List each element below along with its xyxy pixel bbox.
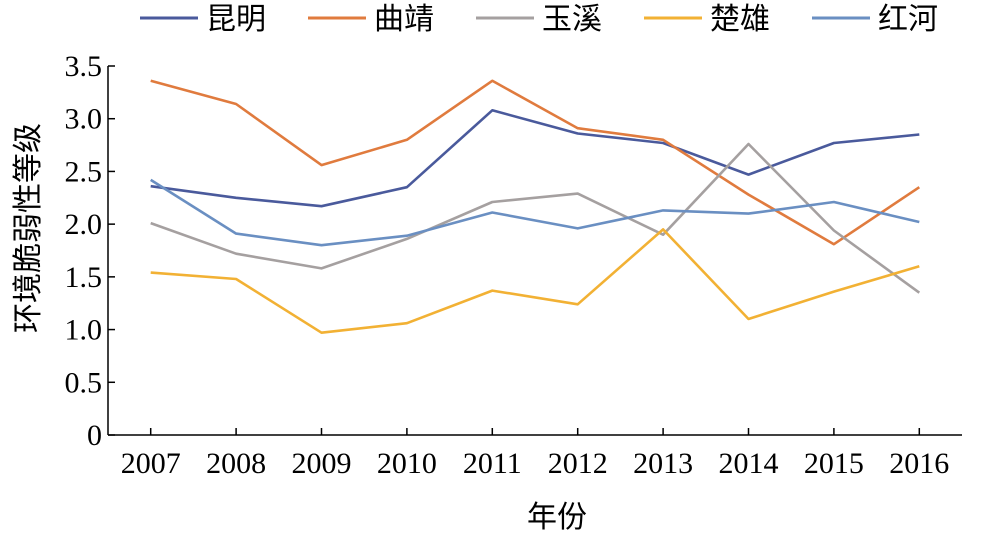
legend-label: 曲靖 xyxy=(374,2,434,37)
x-axis: 2007 2008 2009 2010 2011 2012 2013 2014 2015 2016 xyxy=(108,428,962,480)
y-tick-label: 3.5 xyxy=(65,50,103,83)
x-tick-label: 2007 xyxy=(121,447,181,480)
series-lines xyxy=(150,79,921,335)
x-tick-label: 2009 xyxy=(292,447,352,480)
x-tick-label: 2012 xyxy=(548,447,608,480)
legend-label: 昆明 xyxy=(206,2,266,37)
x-tick-label: 2008 xyxy=(206,447,266,480)
y-axis: 0 0.5 1.0 1.5 2.0 2.5 3.0 3.5 xyxy=(65,50,115,452)
x-tick-label: 2011 xyxy=(463,447,522,480)
legend-label: 红河 xyxy=(878,2,938,37)
y-axis-title: 环境脆弱性等级 xyxy=(11,123,46,333)
y-tick-label: 1.0 xyxy=(65,314,103,347)
series-line xyxy=(150,142,921,294)
series-line xyxy=(150,178,920,247)
series-line xyxy=(150,79,921,246)
legend-label: 玉溪 xyxy=(542,2,602,37)
x-tick-label: 2010 xyxy=(377,447,437,480)
y-tick-label: 2.5 xyxy=(65,155,103,188)
y-tick-label: 1.5 xyxy=(65,261,103,294)
y-tick-label: 0.5 xyxy=(65,366,103,399)
y-tick-label: 3.0 xyxy=(65,103,103,136)
y-tick-label: 2.0 xyxy=(65,208,103,241)
legend: 昆明 曲靖 玉溪 楚雄 红河 xyxy=(140,2,938,37)
x-tick-label: 2015 xyxy=(804,447,864,480)
x-axis-title: 年份 xyxy=(527,500,587,535)
series-line xyxy=(150,109,920,208)
series-line xyxy=(150,228,920,335)
y-tick-label: 0 xyxy=(87,419,102,452)
x-tick-label: 2014 xyxy=(719,447,779,480)
x-tick-label: 2016 xyxy=(889,447,949,480)
legend-label: 楚雄 xyxy=(710,2,770,37)
x-tick-label: 2013 xyxy=(633,447,693,480)
